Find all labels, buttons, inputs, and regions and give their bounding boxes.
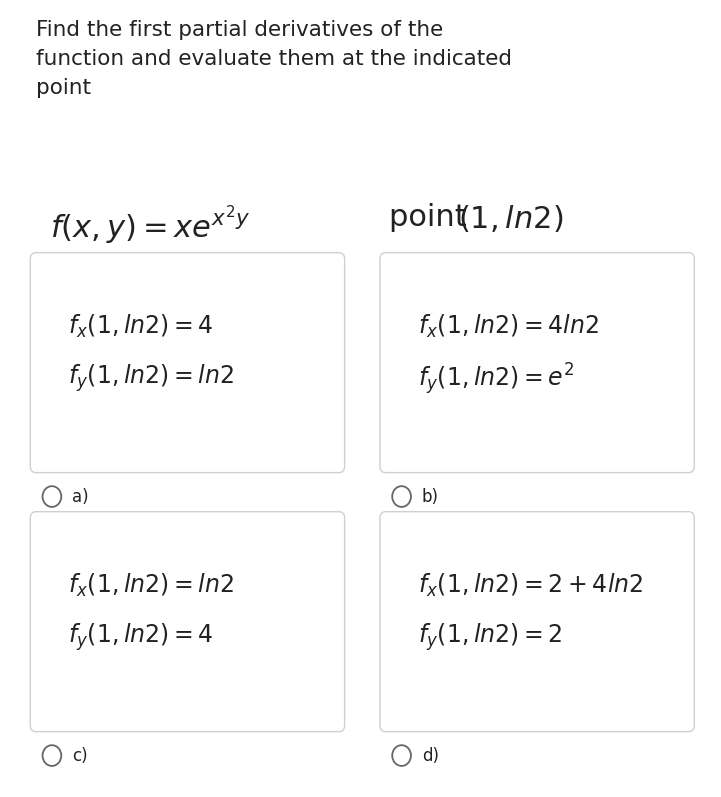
FancyBboxPatch shape [380,253,694,473]
Text: $f_x(1, ln2) = 2 + 4ln2$: $f_x(1, ln2) = 2 + 4ln2$ [418,572,643,599]
FancyBboxPatch shape [380,512,694,732]
Text: $f_y(1, ln2) = 2$: $f_y(1, ln2) = 2$ [418,622,563,654]
Text: point: point [389,203,487,232]
FancyBboxPatch shape [30,512,345,732]
Text: b): b) [422,488,439,505]
Text: $f(x, y) = xe^{x^2y}$: $f(x, y) = xe^{x^2y}$ [50,203,251,247]
Text: $f_x(1, ln2) = 4$: $f_x(1, ln2) = 4$ [68,313,214,340]
Text: $f_y(1, ln2) = 4$: $f_y(1, ln2) = 4$ [68,622,214,654]
Text: d): d) [422,747,439,764]
FancyBboxPatch shape [30,253,345,473]
Text: c): c) [72,747,88,764]
Text: Find the first partial derivatives of the
function and evaluate them at the indi: Find the first partial derivatives of th… [36,20,512,97]
Text: $f_y(1, ln2) = ln2$: $f_y(1, ln2) = ln2$ [68,363,234,395]
Text: a): a) [72,488,89,505]
Text: $f_x(1, ln2) = 4ln2$: $f_x(1, ln2) = 4ln2$ [418,313,599,340]
Text: $f_x(1, ln2) = ln2$: $f_x(1, ln2) = ln2$ [68,572,234,599]
Text: $(1, ln2)$: $(1, ln2)$ [458,203,563,234]
Text: $f_y(1, ln2) = e^2$: $f_y(1, ln2) = e^2$ [418,360,575,397]
